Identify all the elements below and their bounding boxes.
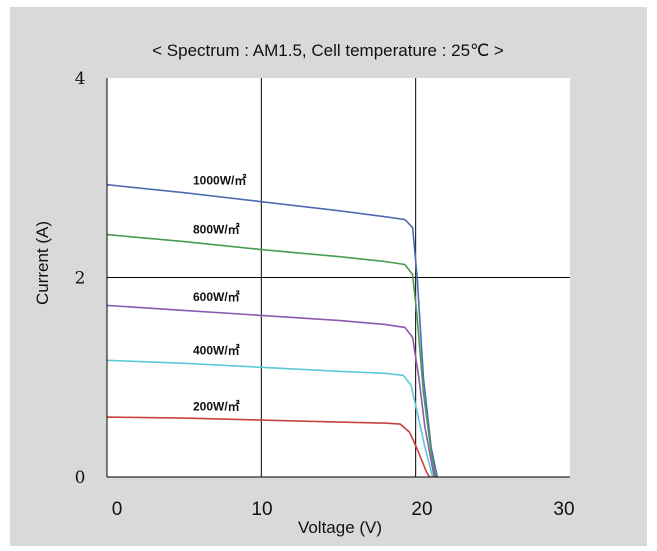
tick-labels: 0 10 20 30 0 2 4 bbox=[75, 69, 575, 520]
y-tick-label-0: 0 bbox=[75, 468, 86, 488]
series-lines bbox=[106, 183, 439, 478]
series-label-4: 200W/㎡ bbox=[193, 398, 240, 413]
series-line-1 bbox=[106, 233, 437, 478]
x-tick-label-2: 20 bbox=[411, 499, 432, 520]
series-labels: 1000W/㎡ 800W/㎡ 600W/㎡ 400W/㎡ 200W/㎡ bbox=[193, 173, 246, 414]
y-axis-label: Current (A) bbox=[33, 221, 52, 305]
series-label-0: 1000W/㎡ bbox=[193, 173, 246, 188]
grid bbox=[107, 78, 570, 477]
y-tick-label-1: 2 bbox=[75, 269, 86, 289]
y-tick-label-2: 4 bbox=[75, 69, 86, 89]
series-line-3 bbox=[106, 359, 434, 478]
chart-title: < Spectrum : AM1.5, Cell temperature : 2… bbox=[152, 41, 504, 60]
x-tick-label-3: 30 bbox=[553, 499, 574, 520]
x-axis-label: Voltage (V) bbox=[298, 518, 382, 537]
series-line-2 bbox=[106, 304, 435, 478]
series-line-0 bbox=[106, 183, 439, 478]
series-line-4 bbox=[106, 416, 431, 478]
series-label-2: 600W/㎡ bbox=[193, 289, 240, 304]
x-tick-label-1: 10 bbox=[251, 499, 272, 520]
series-label-3: 400W/㎡ bbox=[193, 343, 240, 358]
series-label-1: 800W/㎡ bbox=[193, 222, 240, 237]
x-tick-label-0: 0 bbox=[112, 499, 123, 520]
